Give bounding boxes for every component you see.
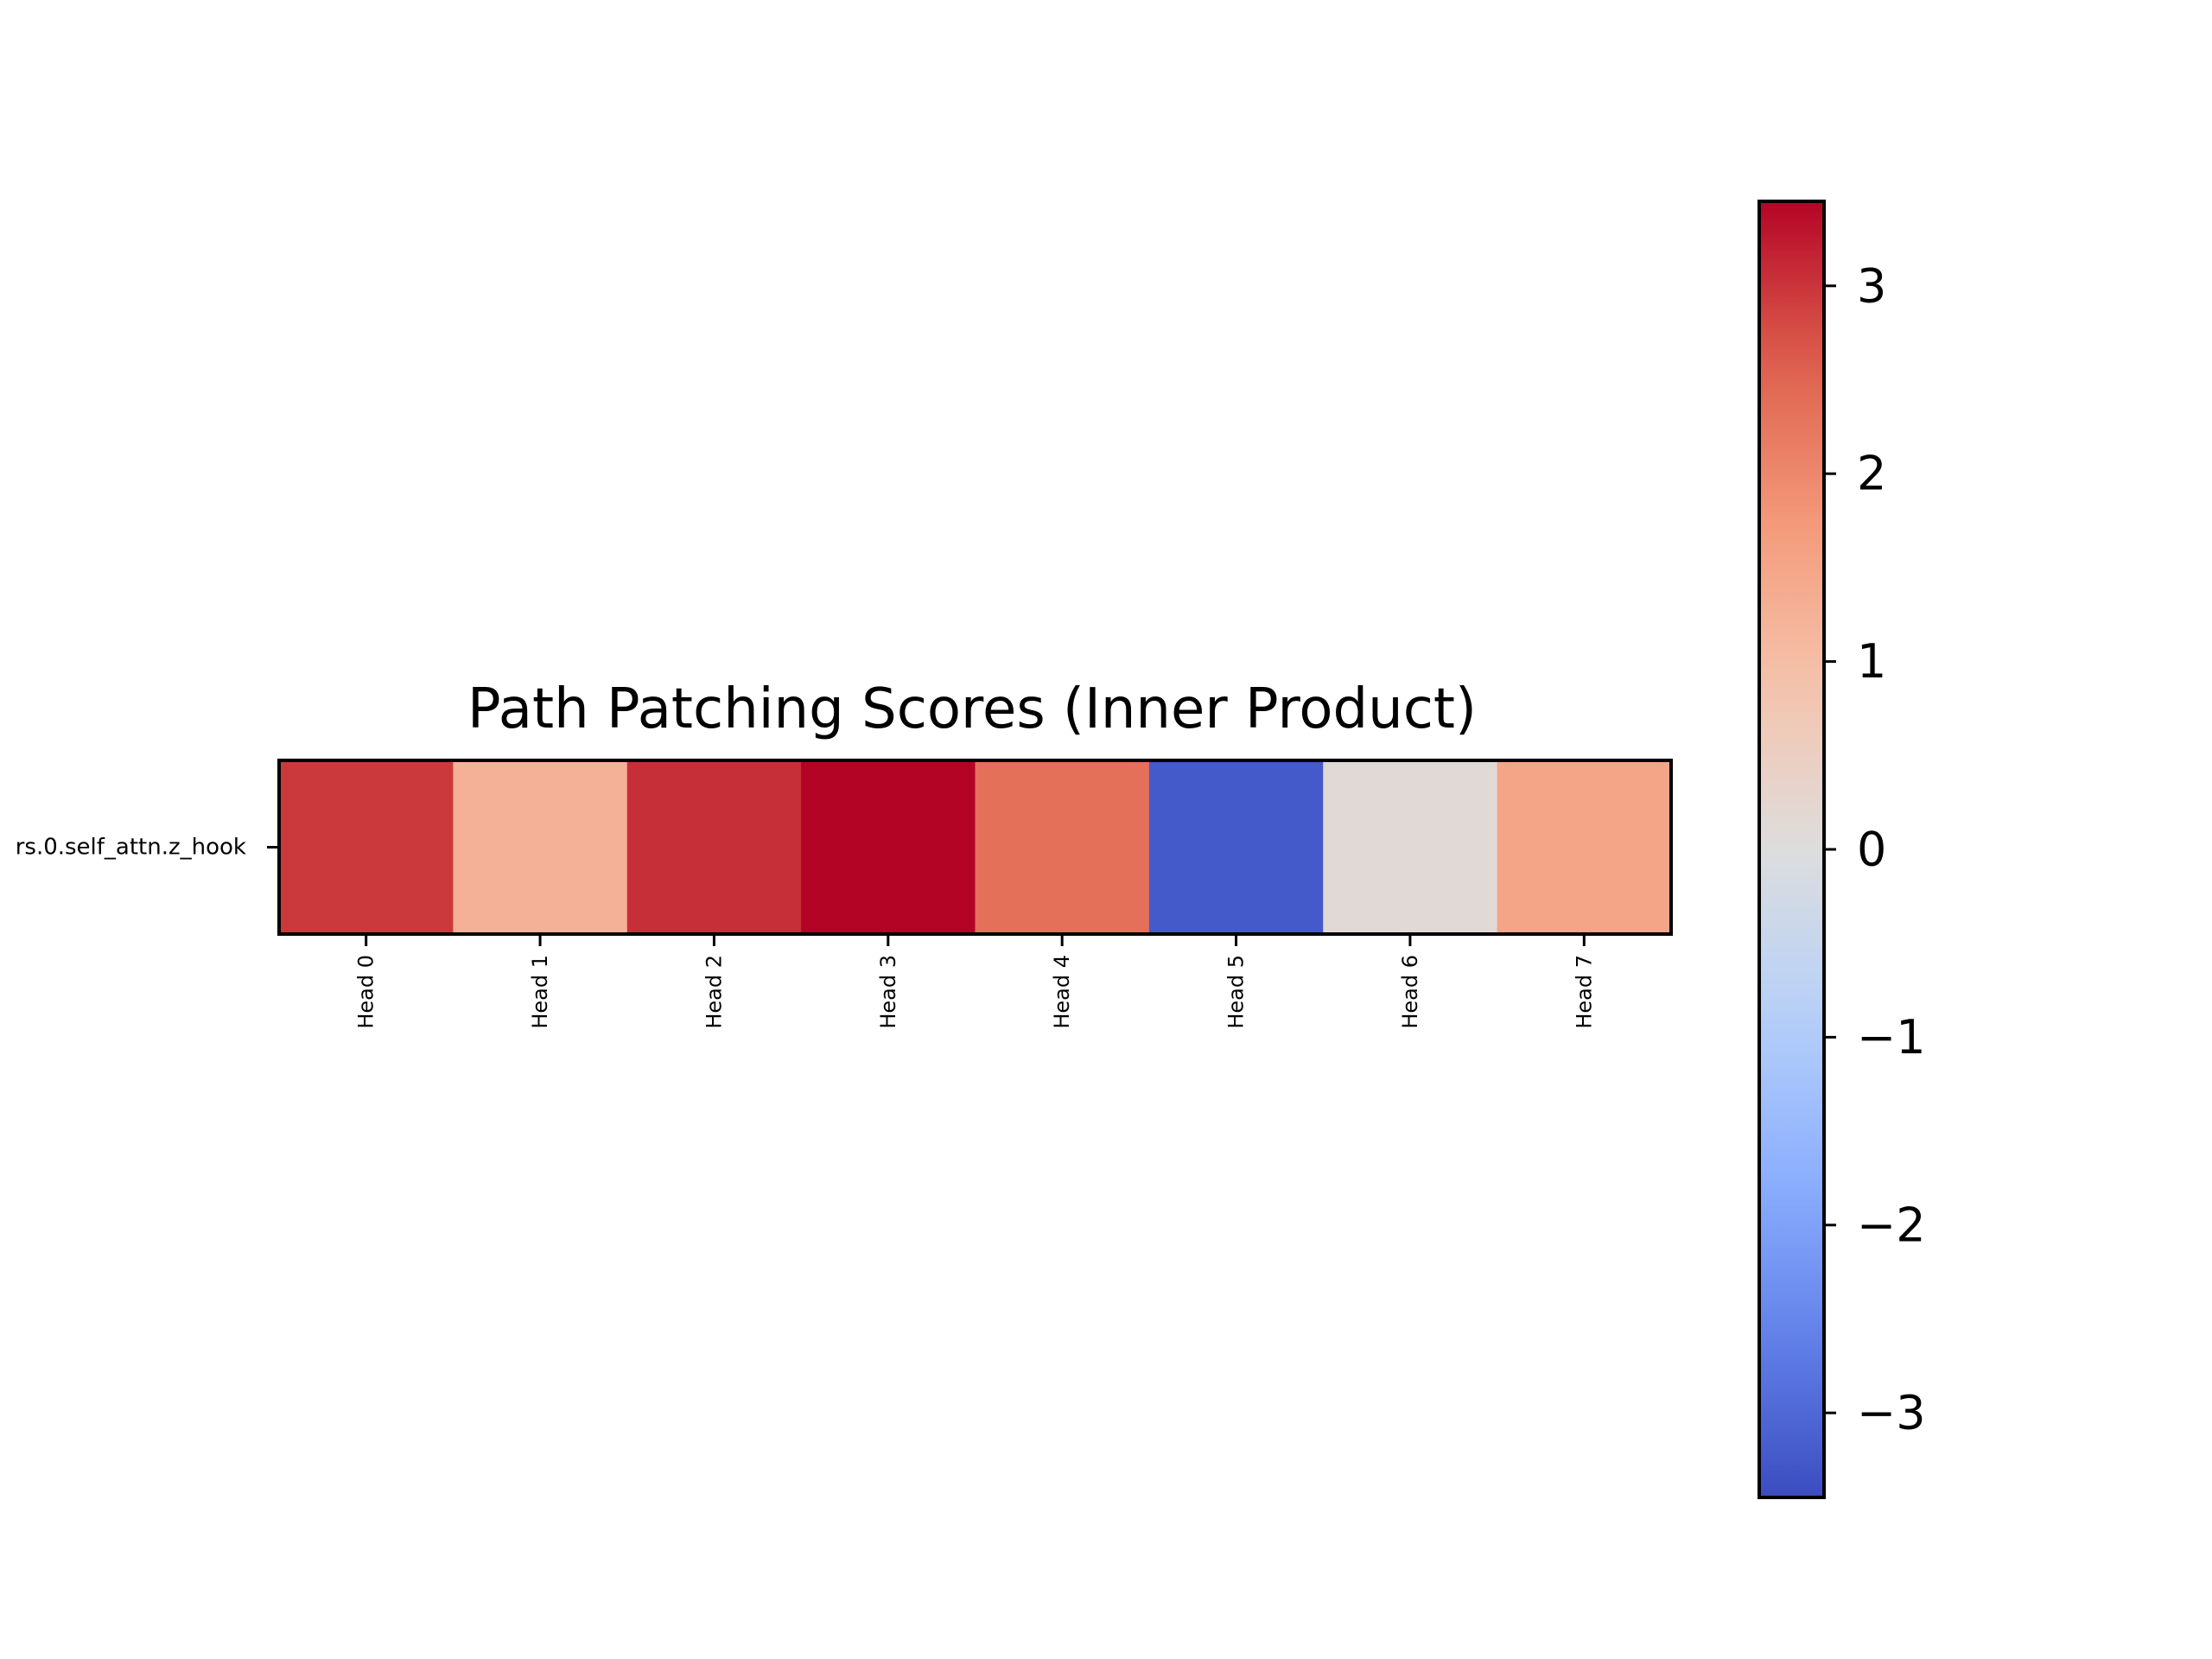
y-tick-label: rs.0.self_attn.z_hook [16, 835, 246, 861]
colorbar-tick-label: 0 [1857, 823, 1886, 877]
colorbar-tick-label: −2 [1857, 1198, 1926, 1252]
x-tick-label: Head 6 [1398, 955, 1422, 1029]
heatmap-cell [801, 760, 976, 934]
x-tick-label: Head 5 [1224, 955, 1249, 1029]
colorbar [1758, 200, 1826, 1499]
x-tick-label: Head 4 [1050, 955, 1074, 1029]
y-axis-ticks: rs.0.self_attn.z_hook [16, 835, 279, 861]
colorbar-tick-label: 3 [1857, 258, 1886, 313]
heatmap-cell [1497, 760, 1672, 934]
heatmap-cell [626, 760, 802, 934]
heatmap-cell [279, 760, 454, 934]
x-tick-label: Head 0 [354, 955, 378, 1029]
colorbar-ticks: 3 2 1 0 −1 −2 −3 [1824, 258, 1926, 1440]
heatmap-cell [453, 760, 628, 934]
colorbar-tick-label: 1 [1857, 634, 1886, 689]
x-tick-label: Head 3 [876, 955, 900, 1029]
heatmap-cell [1323, 760, 1498, 934]
colorbar-tick-label: 2 [1857, 447, 1886, 501]
colorbar-tick-label: −3 [1857, 1386, 1926, 1440]
x-tick-label: Head 2 [702, 955, 726, 1029]
heatmap-cell [1148, 760, 1324, 934]
heatmap-cells [279, 760, 1672, 934]
x-tick-label: Head 1 [528, 955, 552, 1029]
x-axis-ticks: Head 0 Head 1 Head 2 Head 3 Head 4 Head 5 Head… [354, 934, 1596, 1029]
x-tick-label: Head 7 [1572, 955, 1596, 1029]
colorbar-tick-label: −1 [1857, 1010, 1926, 1065]
heatmap-cell [975, 760, 1150, 934]
chart-title: Path Patching Scores (Inner Product) [467, 677, 1477, 741]
